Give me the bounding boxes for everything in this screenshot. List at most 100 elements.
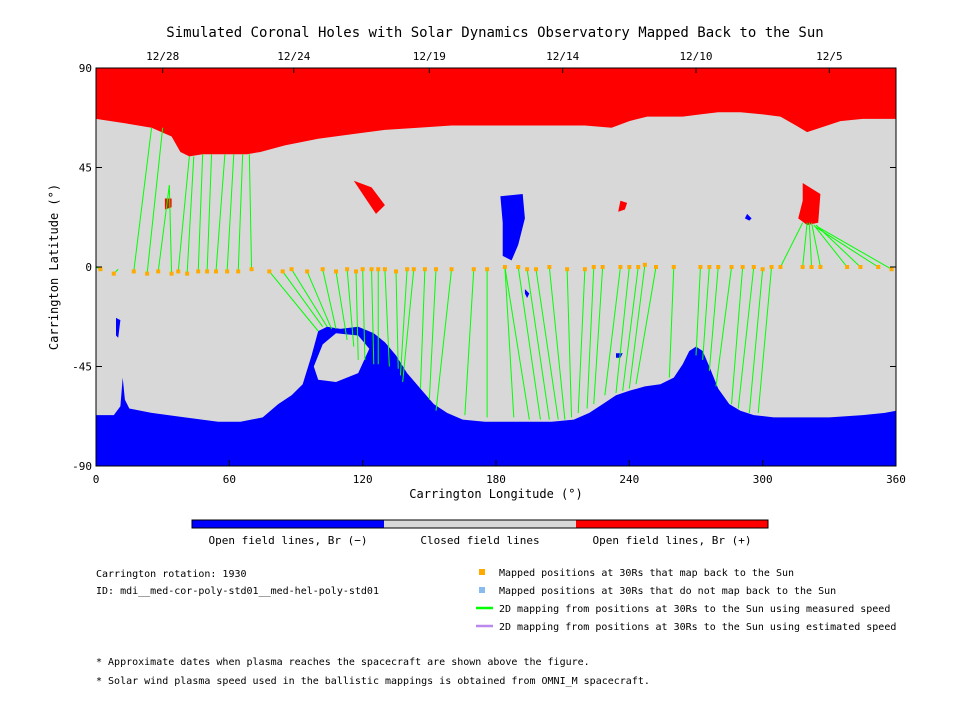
- mapping-line: [395, 271, 399, 369]
- legend-label: 2D mapping from positions at 30Rs to the…: [499, 622, 896, 633]
- mapped-position-point: [600, 265, 605, 269]
- colorbar-label: Open field lines, Br (+): [593, 534, 752, 547]
- mapped-position-point: [809, 265, 814, 269]
- x-tick-label: 300: [753, 473, 773, 486]
- mapping-line: [802, 222, 808, 268]
- mapping-line: [237, 154, 244, 272]
- mapping-line: [146, 127, 164, 274]
- legend-label: 2D mapping from positions at 30Rs to the…: [499, 604, 890, 615]
- mapped-position-point: [249, 267, 254, 272]
- rotation-text: Carrington rotation: 1930: [96, 569, 247, 580]
- mapped-position-point: [169, 271, 174, 276]
- mapping-line: [737, 266, 755, 409]
- colorbar-label: Open field lines, Br (−): [209, 534, 368, 547]
- mapping-line: [399, 269, 408, 376]
- mapping-line: [464, 269, 475, 416]
- mapping-line: [811, 222, 821, 268]
- negative-polarity-patch: [616, 353, 623, 358]
- mapped-position-point: [156, 269, 161, 274]
- mapped-position-point: [618, 265, 623, 269]
- colorbar-segment: [192, 520, 384, 528]
- legend: Mapped positions at 30Rs that map back t…: [476, 568, 896, 633]
- mapping-line: [346, 269, 355, 347]
- mapping-line: [708, 266, 719, 371]
- mapping-line: [226, 154, 235, 272]
- mapping-line: [517, 266, 541, 420]
- mapped-position-point: [729, 265, 734, 269]
- mapped-position-point: [565, 267, 570, 272]
- mapped-position-point: [196, 269, 201, 274]
- mapped-position-point: [485, 267, 490, 272]
- positive-polarity-patch: [618, 200, 628, 212]
- mapping-line: [504, 266, 515, 418]
- negative-polarity-patch: [524, 289, 530, 298]
- mapped-position-point: [422, 267, 427, 272]
- mapping-line: [622, 266, 639, 391]
- mapped-position-point: [525, 267, 530, 272]
- mapped-position-point: [800, 265, 805, 269]
- mapped-position-point: [707, 265, 712, 269]
- colorbar-segment: [384, 520, 576, 528]
- negative-polarity-patch: [116, 317, 121, 338]
- mapping-line: [779, 222, 804, 268]
- mapped-position-point: [376, 267, 381, 272]
- mapping-line: [362, 269, 366, 360]
- mapped-position-point: [876, 265, 881, 269]
- mapped-position-point: [176, 269, 181, 274]
- date-tick-label: 12/24: [277, 50, 310, 63]
- mapped-position-point: [280, 269, 285, 274]
- mapped-position-point: [698, 265, 703, 269]
- mapped-position-point: [360, 267, 365, 272]
- mapped-position-point: [516, 265, 521, 269]
- mapping-line: [291, 268, 328, 327]
- legend-marker: [479, 569, 485, 575]
- mapping-line: [168, 185, 173, 274]
- mapped-position-point: [751, 265, 756, 269]
- mapping-line: [731, 266, 744, 405]
- mapped-position-point: [185, 271, 190, 276]
- mapping-line: [593, 266, 604, 405]
- mapping-line: [282, 271, 324, 327]
- mapping-line: [206, 154, 213, 272]
- mapped-position-point: [740, 265, 745, 269]
- mapping-line: [133, 127, 153, 272]
- mapped-position-point: [769, 265, 774, 269]
- axes: 0 60 120 180 240 300 360 90 45 0 -45 -90 12/28 12/24 1…: [72, 50, 906, 486]
- mapping-line: [504, 266, 530, 420]
- mapped-position-point: [502, 265, 507, 269]
- closed-field-island: [313, 333, 370, 382]
- mapped-position-point: [449, 267, 454, 272]
- negative-polarity-patch: [500, 194, 525, 261]
- mapped-position-point: [334, 269, 338, 274]
- mapped-position-point: [889, 267, 894, 272]
- mapping-line: [384, 269, 390, 367]
- colorbar-segment: [576, 520, 768, 528]
- y-tick-label: -45: [72, 361, 92, 374]
- mapped-position-point: [236, 269, 241, 274]
- mapped-position-point: [582, 267, 587, 272]
- mapping-line: [615, 266, 630, 394]
- mapping-line: [757, 266, 773, 413]
- mapped-position-point: [289, 267, 294, 272]
- mapped-position-point: [534, 267, 538, 272]
- date-tick-label: 12/28: [146, 50, 179, 63]
- mapping-line: [419, 269, 426, 389]
- mapped-position-point: [98, 267, 103, 272]
- mapping-line: [268, 271, 319, 332]
- mapping-line: [808, 222, 813, 268]
- x-tick-label: 120: [353, 473, 373, 486]
- mapped-position-point: [214, 269, 218, 274]
- south-coronal-hole: [96, 326, 896, 466]
- x-tick-label: 180: [486, 473, 506, 486]
- mapping-line: [604, 266, 621, 396]
- mapped-position-point: [654, 265, 658, 269]
- colorbar-label: Closed field lines: [420, 534, 539, 547]
- footnote-dates: * Approximate dates when plasma reaches …: [96, 657, 590, 668]
- mapped-position-point: [305, 269, 310, 274]
- x-tick-label: 360: [886, 473, 906, 486]
- positive-polarity-patch: [798, 183, 821, 225]
- colorbar: Open field lines, Br (−) Closed field lin…: [191, 519, 769, 547]
- mapping-line: [248, 154, 253, 270]
- mapped-position-point: [354, 269, 358, 274]
- x-tick-label: 240: [619, 473, 639, 486]
